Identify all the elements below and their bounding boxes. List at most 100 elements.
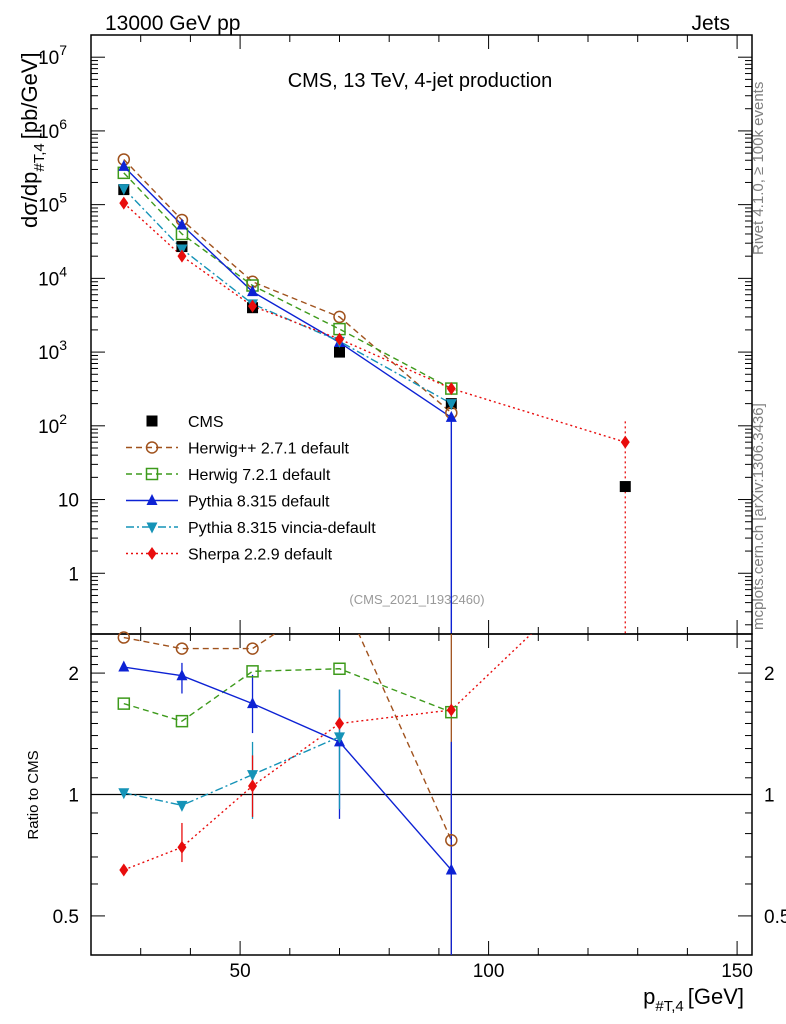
ratio-line-herwig-7-2-1-default <box>123 668 452 722</box>
legend-marker-sherpa-2-2-9-default <box>147 547 157 560</box>
marker-pythia-8-315-vincia-default <box>445 399 457 411</box>
y-tick-label-base: 10 <box>38 417 59 438</box>
y-tick-label: 106 <box>38 116 67 143</box>
ratio-panel: Ratio to CMS p#T,4 [GeV] 50 100 150 0.5 0.5 1 1… <box>25 631 786 1015</box>
legend: CMS Herwig++ 2.7.1 default Herwig 7.2.1 de… <box>126 414 376 564</box>
ratio-marker-pythia-8-315-vincia-default <box>247 770 259 782</box>
marker-pythia-8-315-vincia-default <box>118 184 130 196</box>
ratio-y-tick-label-right: 1 <box>764 786 775 807</box>
y-axis-label-main: dσ/dp <box>17 172 42 228</box>
y-tick-label-exp: 4 <box>59 263 67 279</box>
y-axis-label-unit: [pb/GeV] <box>17 52 42 139</box>
legend-label-cms: CMS <box>188 414 224 431</box>
ratio-marker-herwig-2-7-1-default <box>445 834 458 847</box>
y-tick-label-exp: 5 <box>59 190 67 206</box>
ratio-marker-herwig-7-2-1-default <box>333 662 346 676</box>
x-axis-label: p#T,4 [GeV] <box>643 984 744 1015</box>
marker-cms <box>333 346 345 358</box>
ratio-marker-herwig-7-2-1-default <box>246 665 259 678</box>
marker-sherpa-2-2-9-default <box>334 332 344 346</box>
marker-pythia-8-315-default <box>247 285 259 297</box>
y-tick-label: 1 <box>68 564 79 585</box>
x-axis-label-sub: #T,4 <box>655 998 683 1015</box>
mcplots-label: mcplots.cern.ch [arXiv:1306.3436] <box>750 403 767 630</box>
ratio-marker-pythia-8-315-default <box>247 697 259 709</box>
ratio-marker-sherpa-2-2-9-default <box>119 863 129 877</box>
y-tick-label-base: 10 <box>38 196 59 217</box>
y-tick-label: 105 <box>38 190 67 217</box>
x-axis-label-main: p <box>643 984 655 1009</box>
legend-label-herwig-2-7-1-default: Herwig++ 2.7.1 default <box>188 441 350 458</box>
ratio-marker-sherpa-2-2-9-default <box>334 716 344 730</box>
ratio-marker-herwig-7-2-1-default <box>117 697 131 710</box>
ratio-marker-pythia-8-315-vincia-default <box>118 788 130 800</box>
y-tick-label: 104 <box>38 263 67 290</box>
legend-marker-pythia-8-315-vincia-default <box>146 522 158 534</box>
ratio-line-pythia-8-315-vincia-default <box>123 736 340 807</box>
marker-herwig-2-7-1-default <box>333 310 346 324</box>
chart-title: CMS, 13 TeV, 4-jet production <box>288 70 553 92</box>
legend-label-pythia-8-315-vincia-default: Pythia 8.315 vincia-default <box>188 520 376 537</box>
x-tick-label: 100 <box>473 961 505 982</box>
legend-label-pythia-8-315-default: Pythia 8.315 default <box>188 494 330 511</box>
y-tick-label-base: 10 <box>38 122 59 143</box>
ratio-marker-pythia-8-315-default <box>176 669 188 681</box>
series-line-pythia-8-315-vincia-default <box>123 188 452 405</box>
ratio-marker-herwig-7-2-1-default <box>175 714 189 728</box>
legend-marker-cms <box>146 415 158 427</box>
marker-sherpa-2-2-9-default <box>177 249 187 263</box>
ratio-marker-pythia-8-315-default <box>118 660 130 672</box>
x-tick-label: 150 <box>721 961 753 982</box>
ratio-y-tick-label-right: 0.5 <box>764 907 786 928</box>
y-tick-label-exp: 7 <box>59 42 67 58</box>
header-left: 13000 GeV pp <box>105 12 240 35</box>
series-line-herwig-7-2-1-default <box>123 172 452 390</box>
ratio-marker-herwig-2-7-1-default <box>117 631 131 644</box>
marker-cms <box>619 481 631 493</box>
y-tick-label-base: 10 <box>38 343 59 364</box>
ratio-marker-sherpa-2-2-9-default <box>177 840 187 854</box>
header-right: Jets <box>691 12 730 35</box>
ratio-marker-pythia-8-315-vincia-default <box>176 800 188 812</box>
marker-sherpa-2-2-9-default <box>248 299 258 313</box>
legend-label-herwig-7-2-1-default: Herwig 7.2.1 default <box>188 467 331 484</box>
y-tick-label-exp: 3 <box>59 337 67 353</box>
main-frame <box>90 34 753 635</box>
y-tick-label: 103 <box>38 337 67 364</box>
y-tick-label: 10 <box>58 491 79 512</box>
main-panel: CMS, 13 TeV, 4-jet production (CMS_2021_… <box>17 34 753 635</box>
series-line-sherpa-2-2-9-default <box>123 202 626 443</box>
ratio-y-tick-label: 2 <box>68 664 79 685</box>
marker-sherpa-2-2-9-default <box>620 435 630 449</box>
legend-marker-herwig-2-7-1-default <box>145 441 159 454</box>
marker-pythia-8-315-default <box>445 410 457 422</box>
y-tick-label: 107 <box>38 42 67 69</box>
y-tick-label-exp: 6 <box>59 116 67 132</box>
legend-marker-herwig-7-2-1-default <box>145 467 159 481</box>
x-axis-label-unit: [GeV] <box>688 984 744 1009</box>
y-tick-label-base: 10 <box>38 269 59 290</box>
ratio-marker-sherpa-2-2-9-default <box>446 703 456 717</box>
ratio-marker-sherpa-2-2-9-default <box>248 779 258 793</box>
ratio-line-pythia-8-315-default <box>123 666 452 871</box>
ratio-y-tick-label-right: 2 <box>764 664 775 685</box>
ratio-line-sherpa-2-2-9-default <box>123 634 533 871</box>
ratio-y-tick-label: 0.5 <box>53 907 79 928</box>
ratio-y-label: Ratio to CMS <box>25 750 42 839</box>
y-axis-label: dσ/dp#T,4 [pb/GeV] <box>17 52 48 228</box>
ratio-marker-pythia-8-315-default <box>445 863 457 875</box>
legend-marker-pythia-8-315-default <box>146 494 158 505</box>
y-tick-label: 102 <box>38 411 67 438</box>
rivet-label: Rivet 4.1.0, ≥ 100k events <box>750 82 767 255</box>
series-line-herwig-2-7-1-default <box>123 158 452 414</box>
marker-sherpa-2-2-9-default <box>446 382 456 396</box>
analysis-id: (CMS_2021_I1932460) <box>349 592 484 607</box>
ratio-marker-herwig-2-7-1-default <box>175 642 189 655</box>
legend-label-sherpa-2-2-9-default: Sherpa 2.2.9 default <box>188 547 333 564</box>
ratio-marker-pythia-8-315-vincia-default <box>333 732 345 744</box>
x-tick-label: 50 <box>230 961 251 982</box>
ratio-line-herwig-2-7-1-default <box>123 634 452 841</box>
y-axis-label-sub: #T,4 <box>31 143 48 171</box>
series-line-pythia-8-315-default <box>123 165 452 418</box>
